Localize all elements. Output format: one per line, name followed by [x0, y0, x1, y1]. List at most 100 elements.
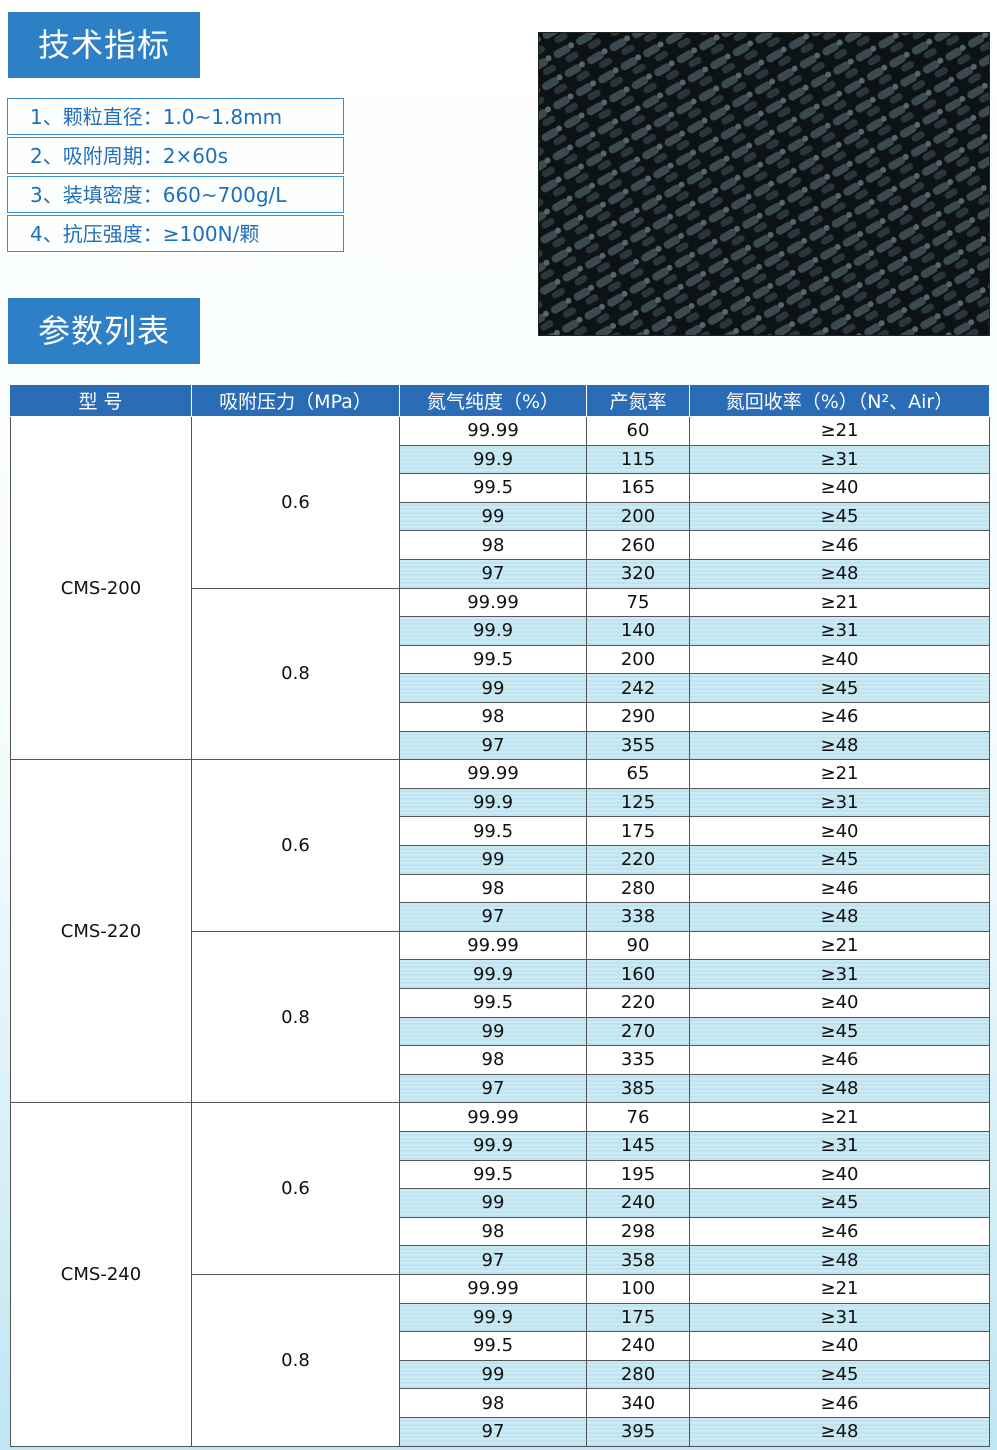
table-cell: 99.5 [400, 474, 587, 503]
table-cell: ≥48 [690, 903, 990, 932]
table-cell: 60 [587, 417, 690, 446]
section-title: 参数列表 [8, 298, 200, 364]
pressure-cell: 0.6 [192, 1103, 400, 1275]
table-cell: ≥21 [690, 931, 990, 961]
table-cell: 98 [400, 1389, 587, 1418]
table-cell: ≥48 [690, 1074, 990, 1104]
header-cell: 氮回收率（%）（N²、Air） [690, 385, 990, 417]
table-cell: ≥46 [690, 1217, 990, 1247]
table-cell: 200 [587, 645, 690, 675]
table-cell: ≥31 [690, 960, 990, 989]
header-cell: 产氮率 [587, 385, 690, 417]
table-cell: 99 [400, 1189, 587, 1218]
table-cell: 98 [400, 531, 587, 560]
table-cell: 298 [587, 1217, 690, 1247]
pressure-cell: 0.8 [192, 1275, 400, 1447]
table-cell: 99.99 [400, 760, 587, 789]
table-cell: 99.9 [400, 788, 587, 818]
table-cell: 240 [587, 1189, 690, 1218]
table-cell: 98 [400, 874, 587, 904]
table-cell: 97 [400, 731, 587, 761]
spec-item: 3、装填密度：660~700g/L [7, 176, 344, 213]
table-cell: 97 [400, 560, 587, 589]
table-cell: 97 [400, 1074, 587, 1104]
table-cell: 99.99 [400, 931, 587, 961]
section-title: 技术指标 [8, 12, 200, 78]
table-cell: ≥40 [690, 1332, 990, 1361]
table-cell: ≥45 [690, 674, 990, 703]
product-photo [538, 32, 990, 336]
table-cell: 100 [587, 1275, 690, 1304]
header-cell: 型 号 [10, 385, 192, 417]
table-cell: 165 [587, 474, 690, 503]
table-cell: ≥48 [690, 1246, 990, 1275]
table-cell: ≥40 [690, 1160, 990, 1190]
table-cell: ≥40 [690, 474, 990, 503]
header-cell: 吸附压力（MPa） [192, 385, 400, 417]
table-cell: ≥48 [690, 1418, 990, 1447]
table-cell: ≥48 [690, 731, 990, 761]
table-cell: ≥31 [690, 1303, 990, 1333]
table-cell: 90 [587, 931, 690, 961]
table-cell: 99 [400, 1360, 587, 1390]
table-cell: ≥45 [690, 846, 990, 875]
table-cell: ≥46 [690, 1046, 990, 1075]
table-cell: 65 [587, 760, 690, 789]
table-cell: 242 [587, 674, 690, 703]
model-cell: CMS-200 [10, 417, 192, 761]
table-cell: 200 [587, 502, 690, 532]
table-cell: 99.5 [400, 989, 587, 1018]
table-cell: ≥21 [690, 1275, 990, 1304]
table-cell: 98 [400, 1217, 587, 1247]
table-cell: 76 [587, 1103, 690, 1132]
table-cell: 99.5 [400, 1160, 587, 1190]
table-cell: ≥45 [690, 1189, 990, 1218]
table-cell: ≥21 [690, 760, 990, 789]
table-cell: 140 [587, 617, 690, 646]
table-cell: ≥31 [690, 617, 990, 646]
pressure-cell: 0.6 [192, 417, 400, 589]
table-cell: ≥45 [690, 502, 990, 532]
table-cell: 98 [400, 703, 587, 732]
table-cell: ≥21 [690, 1103, 990, 1132]
table-cell: 99.99 [400, 588, 587, 618]
table-cell: ≥46 [690, 531, 990, 560]
pressure-cell: 0.8 [192, 588, 400, 761]
table-cell: 220 [587, 989, 690, 1018]
table-cell: 99.9 [400, 1303, 587, 1333]
table-cell: ≥46 [690, 703, 990, 732]
header-cell: 氮气纯度（%） [400, 385, 587, 417]
table-cell: 99.5 [400, 817, 587, 846]
table-cell: 99.9 [400, 445, 587, 475]
table-cell: 99 [400, 674, 587, 703]
table-cell: ≥46 [690, 1389, 990, 1418]
table-cell: ≥31 [690, 445, 990, 475]
table-cell: 175 [587, 1303, 690, 1333]
table-cell: 335 [587, 1046, 690, 1075]
table-cell: 320 [587, 560, 690, 589]
table-cell: 260 [587, 531, 690, 560]
table-cell: 338 [587, 903, 690, 932]
table-cell: ≥21 [690, 588, 990, 618]
table-cell: 385 [587, 1074, 690, 1104]
table-cell: 175 [587, 817, 690, 846]
table-cell: ≥21 [690, 417, 990, 446]
table-cell: 97 [400, 903, 587, 932]
table-cell: 340 [587, 1389, 690, 1418]
table-cell: ≥45 [690, 1360, 990, 1390]
table-cell: 115 [587, 445, 690, 475]
table-cell: ≥40 [690, 817, 990, 846]
table-cell: 99.9 [400, 960, 587, 989]
pressure-cell: 0.8 [192, 931, 400, 1104]
table-cell: 99 [400, 846, 587, 875]
spec-item: 1、颗粒直径：1.0~1.8mm [7, 98, 344, 135]
table-cell: 240 [587, 1332, 690, 1361]
table-cell: 97 [400, 1246, 587, 1275]
table-cell: 125 [587, 788, 690, 818]
spec-item: 2、吸附周期：2×60s [7, 137, 344, 174]
table-cell: ≥46 [690, 874, 990, 904]
table-cell: 99.99 [400, 1275, 587, 1304]
table-cell: 270 [587, 1017, 690, 1047]
table-cell: 280 [587, 874, 690, 904]
